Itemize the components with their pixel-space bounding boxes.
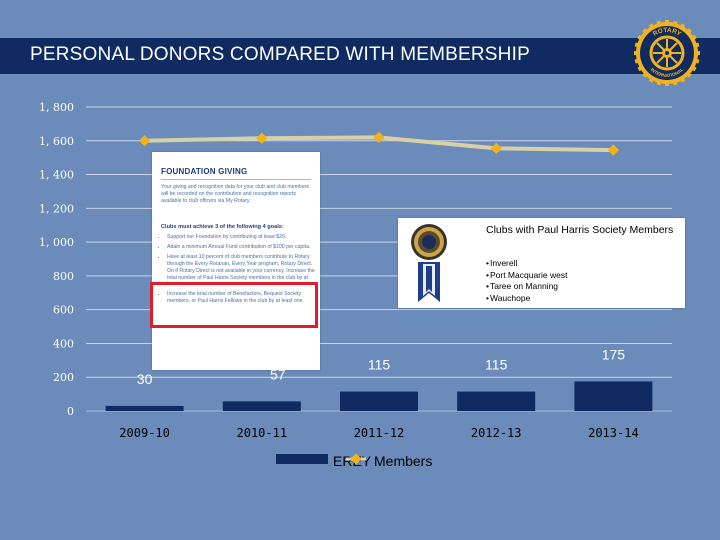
x-tick-label: 2012-13	[471, 426, 522, 440]
legend: EREY Members	[276, 453, 432, 469]
gear-tooth	[648, 76, 655, 83]
gear-tooth	[685, 28, 692, 35]
y-axis-ticks: 0 200 400 600 800 1, 000 1, 200 1, 400 1, 600 1, …	[39, 101, 74, 418]
gear-tooth	[685, 71, 692, 78]
gear-tooth	[690, 34, 697, 41]
y-tick-label: 1, 000	[39, 236, 74, 249]
gear-teeth	[634, 20, 700, 86]
y-tick-label: 0	[67, 405, 74, 418]
page-title: PERSONAL DONORS COMPARED WITH MEMBERSHIP	[30, 44, 530, 65]
gear-tooth	[695, 51, 700, 55]
legend-swatch-erey	[276, 454, 328, 464]
erey-bar	[105, 405, 184, 411]
goal-item: Attain a minimum Annual Fund contributio…	[167, 244, 319, 251]
club-list: Inverell Port Macquarie west Taree on Ma…	[486, 258, 567, 304]
legend-label-members: Members	[374, 453, 432, 469]
gear-tooth	[634, 51, 639, 55]
erey-bar	[222, 401, 301, 411]
members-point	[490, 142, 502, 155]
gear-tooth	[642, 28, 649, 35]
title-bar: PERSONAL DONORS COMPARED WITH MEMBERSHIP	[0, 38, 720, 74]
foundation-giving-document: FOUNDATION GIVING Your giving and recogn…	[152, 152, 320, 370]
gear-tooth	[656, 20, 662, 27]
y-tick-label: 1, 600	[39, 135, 74, 148]
data-label: 30	[137, 371, 153, 387]
erey-bar	[574, 381, 653, 411]
gear-tooth	[634, 42, 641, 48]
erey-bar	[457, 391, 536, 411]
members-series	[138, 131, 620, 156]
callout-title: Clubs with Paul Harris Society Members	[486, 224, 674, 236]
gear-tooth	[665, 81, 669, 86]
data-label: 115	[485, 357, 508, 373]
svg-text:ROTARY: ROTARY	[652, 27, 683, 38]
data-label: 57	[270, 366, 286, 382]
x-tick-label: 2009-10	[119, 426, 170, 440]
club-item: Taree on Manning	[486, 281, 567, 293]
highlight-box	[150, 282, 318, 328]
goal-item: Increase the total number of Benefactors…	[167, 291, 319, 305]
rotary-logo: ROTARY INTERNATIONAL	[634, 20, 700, 86]
paul-harris-society-callout: Clubs with Paul Harris Society Members I…	[398, 218, 685, 308]
members-point	[256, 132, 268, 144]
gear-tooth	[637, 65, 644, 72]
y-tick-label: 1, 400	[39, 169, 74, 182]
data-label: 115	[368, 357, 391, 373]
gear-tooth	[672, 20, 678, 27]
gear-tooth	[648, 23, 655, 30]
members-point	[138, 135, 151, 147]
gear-tooth	[672, 79, 678, 86]
gear-tooth	[679, 76, 686, 83]
logo-text-top: ROTARY	[652, 27, 683, 38]
x-tick-label: 2013-14	[588, 426, 639, 440]
erey-bars	[105, 381, 653, 411]
y-tick-label: 1, 800	[39, 101, 74, 114]
y-tick-label: 200	[53, 371, 74, 384]
gear-tooth	[665, 20, 669, 25]
document-intro: Your giving and recognition data for you…	[161, 184, 310, 204]
y-tick-label: 600	[53, 304, 74, 317]
data-label: 175	[602, 346, 626, 362]
x-axis-ticks: 2009-10 2010-11 2011-12 2012-13 2013-14	[119, 426, 638, 440]
gear-tooth	[634, 58, 641, 64]
wheel-keyway	[665, 51, 669, 55]
gear-tooth	[693, 42, 700, 48]
gear-tooth	[693, 58, 700, 64]
document-heading: FOUNDATION GIVING	[161, 167, 248, 176]
club-item: Wauchope	[486, 293, 567, 305]
club-item: Inverell	[486, 258, 567, 270]
gear-tooth	[656, 79, 662, 86]
x-tick-label: 2011-12	[354, 426, 405, 440]
paul-harris-medal-icon	[411, 224, 447, 302]
x-tick-label: 2010-11	[237, 426, 288, 440]
y-tick-label: 800	[53, 270, 74, 283]
club-item: Port Macquarie west	[486, 270, 567, 282]
goal-item: Support our Foundation by contributing a…	[167, 234, 319, 241]
erey-bar	[340, 391, 418, 411]
gear-tooth	[679, 23, 686, 30]
goals-heading: Clubs must achieve 3 of the following 4 …	[161, 224, 284, 230]
legend-swatch-members-marker	[350, 453, 362, 465]
wheel-rim	[649, 35, 685, 71]
members-point	[373, 131, 385, 144]
bar-data-labels: 30 57 115 115 175	[137, 346, 625, 386]
members-point	[607, 144, 620, 156]
gear-tooth	[642, 71, 649, 78]
gear-tooth	[637, 34, 644, 41]
document-divider	[161, 179, 311, 180]
gear-tooth	[690, 65, 697, 72]
y-tick-label: 400	[53, 337, 74, 350]
y-tick-label: 1, 200	[39, 202, 74, 215]
